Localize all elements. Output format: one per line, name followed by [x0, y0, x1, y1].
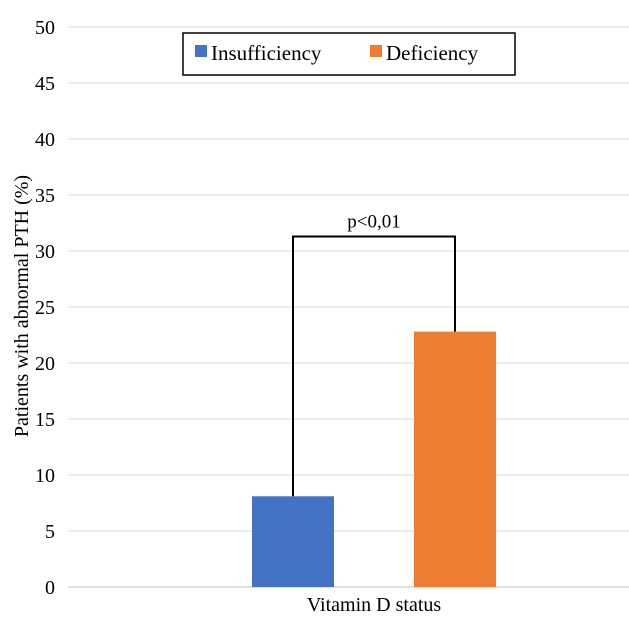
legend-box — [182, 32, 516, 76]
y-tick-label: 0 — [45, 577, 55, 599]
x-axis-title: Vitamin D status — [307, 594, 442, 616]
y-tick-label: 35 — [35, 185, 55, 207]
significance-annotation: p<0,01 — [292, 211, 456, 497]
legend-label-deficiency: Deficiency — [386, 41, 479, 65]
significance-bracket — [292, 235, 456, 497]
legend-swatch-deficiency — [370, 45, 382, 57]
legend-swatch-insufficiency — [195, 45, 207, 57]
gridlines — [68, 26, 629, 588]
y-tick-label: 20 — [35, 353, 55, 375]
y-tick-label: 45 — [35, 73, 55, 95]
y-axis-title: Patients with abnormal PTH (%) — [11, 175, 33, 437]
y-tick-label: 50 — [35, 17, 55, 39]
y-tick-label: 25 — [35, 297, 55, 319]
bar-deficiency — [414, 331, 496, 587]
y-tick-label: 10 — [35, 465, 55, 487]
legend-label-insufficiency: Insufficiency — [211, 41, 322, 65]
y-tick-label: 40 — [35, 129, 55, 151]
p-value-label: p<0,01 — [347, 211, 400, 232]
y-tick-label: 30 — [35, 241, 55, 263]
y-axis-ticks: 0 5 10 15 20 25 30 35 40 45 50 — [35, 17, 55, 599]
bars — [252, 331, 496, 587]
y-tick-label: 15 — [35, 409, 55, 431]
y-tick-label: 5 — [45, 521, 55, 543]
legend: Insufficiency Deficiency — [182, 32, 516, 76]
bar-insufficiency — [252, 496, 334, 587]
